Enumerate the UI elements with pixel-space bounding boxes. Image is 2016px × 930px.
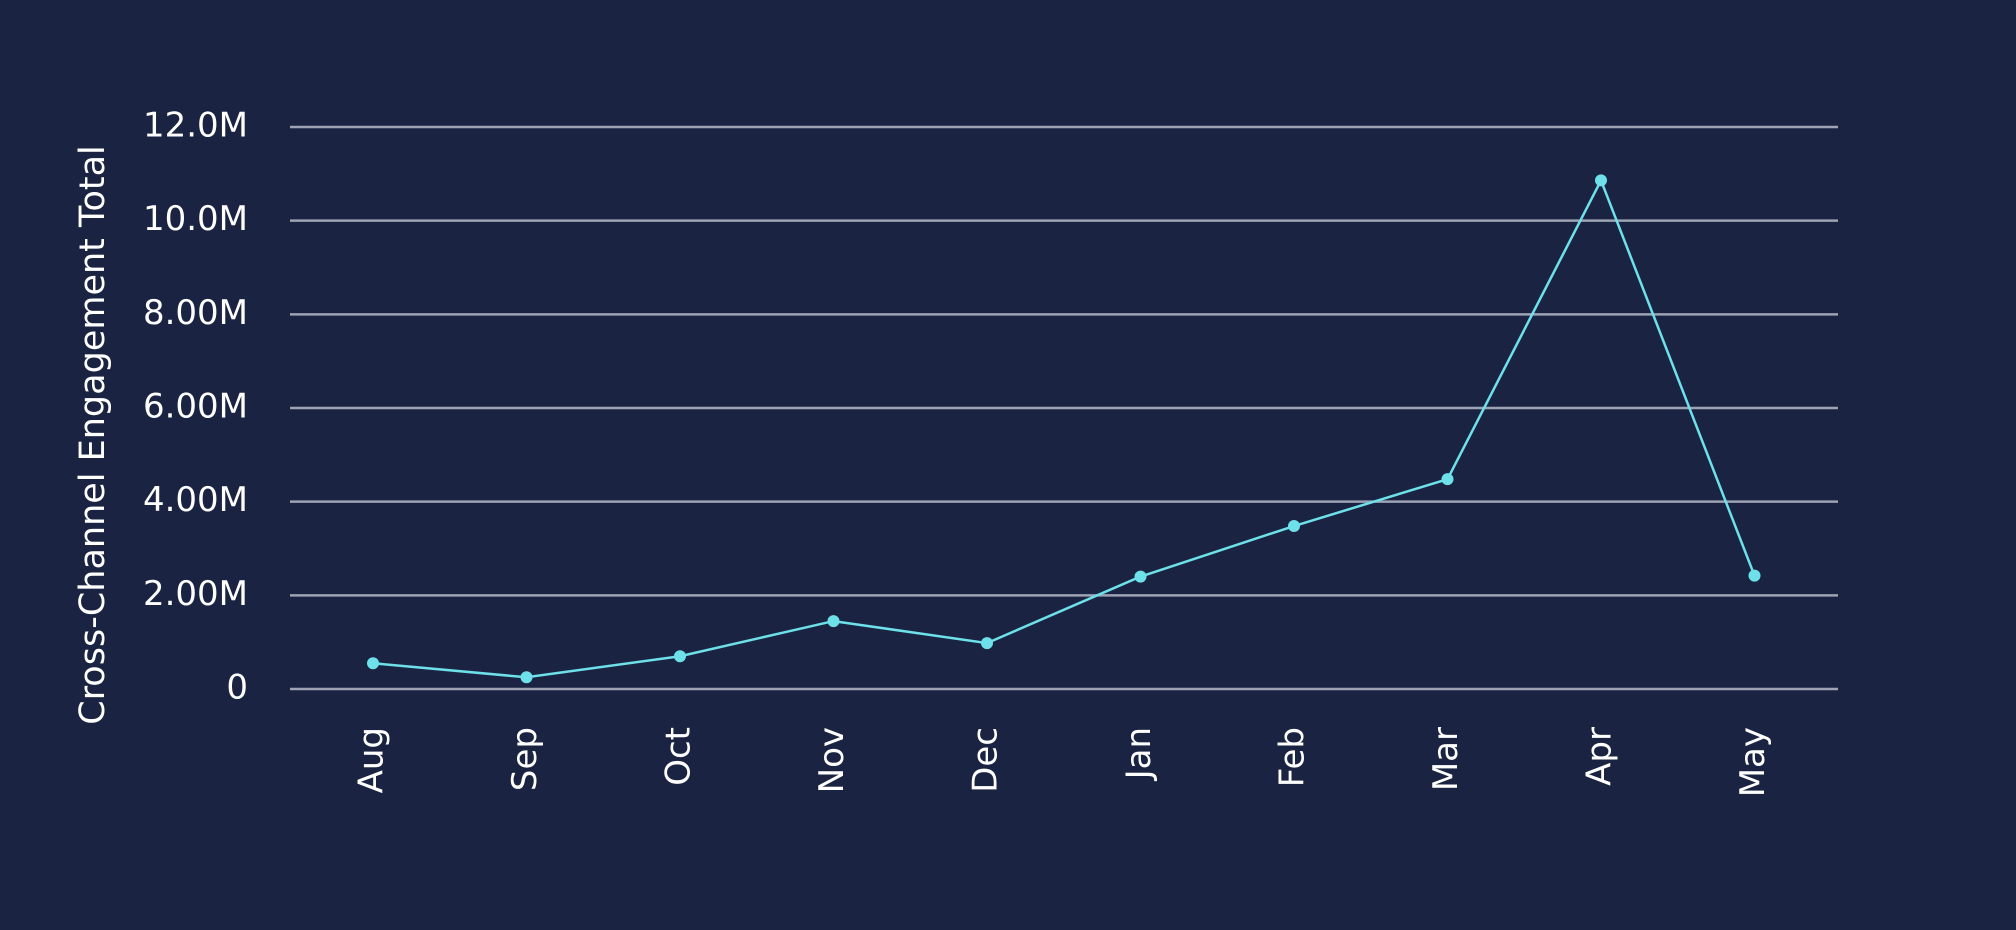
x-tick-label: May (1733, 727, 1773, 797)
x-tick-label: Feb (1273, 727, 1313, 787)
data-point-may (1748, 569, 1761, 582)
y-tick-label: 6.00M (143, 387, 248, 427)
data-point-mar (1441, 473, 1454, 486)
data-point-feb (1288, 520, 1300, 533)
series-layer (367, 174, 1761, 684)
data-point-apr (1595, 174, 1607, 187)
x-tick-label: Dec (966, 727, 1006, 793)
data-point-dec (981, 637, 993, 650)
x-tick-label: Aug (352, 727, 392, 793)
x-tick-label: Apr (1580, 727, 1620, 786)
gridlines (290, 125, 1838, 691)
y-tick-label: 8.00M (143, 293, 248, 333)
y-tick-label: 4.00M (143, 480, 248, 520)
data-point-aug (367, 657, 379, 670)
y-tick-label: 0 (226, 668, 248, 708)
y-axis-ticks: 0 2.00M 4.00M 6.00M 8.00M 10.0M 12.0M (143, 106, 248, 708)
data-point-oct (674, 650, 686, 663)
series-line-0 (372, 177, 1756, 679)
x-tick-label: Oct (659, 727, 699, 786)
x-tick-label: Jan (1119, 727, 1159, 781)
y-tick-label: 2.00M (143, 574, 248, 614)
data-point-sep (520, 671, 533, 684)
y-tick-label: 10.0M (143, 199, 248, 239)
x-tick-label: Nov (812, 727, 852, 793)
x-axis-ticks: Aug Sep Oct Nov Dec Jan Feb Mar Apr May (352, 727, 1774, 797)
data-point-nov (827, 615, 840, 628)
y-tick-label: 12.0M (143, 106, 248, 146)
x-tick-label: Mar (1426, 727, 1466, 791)
data-point-jan (1134, 570, 1147, 583)
y-axis-label: Cross-Channel Engagement Total (73, 145, 113, 725)
x-tick-label: Sep (505, 727, 545, 791)
